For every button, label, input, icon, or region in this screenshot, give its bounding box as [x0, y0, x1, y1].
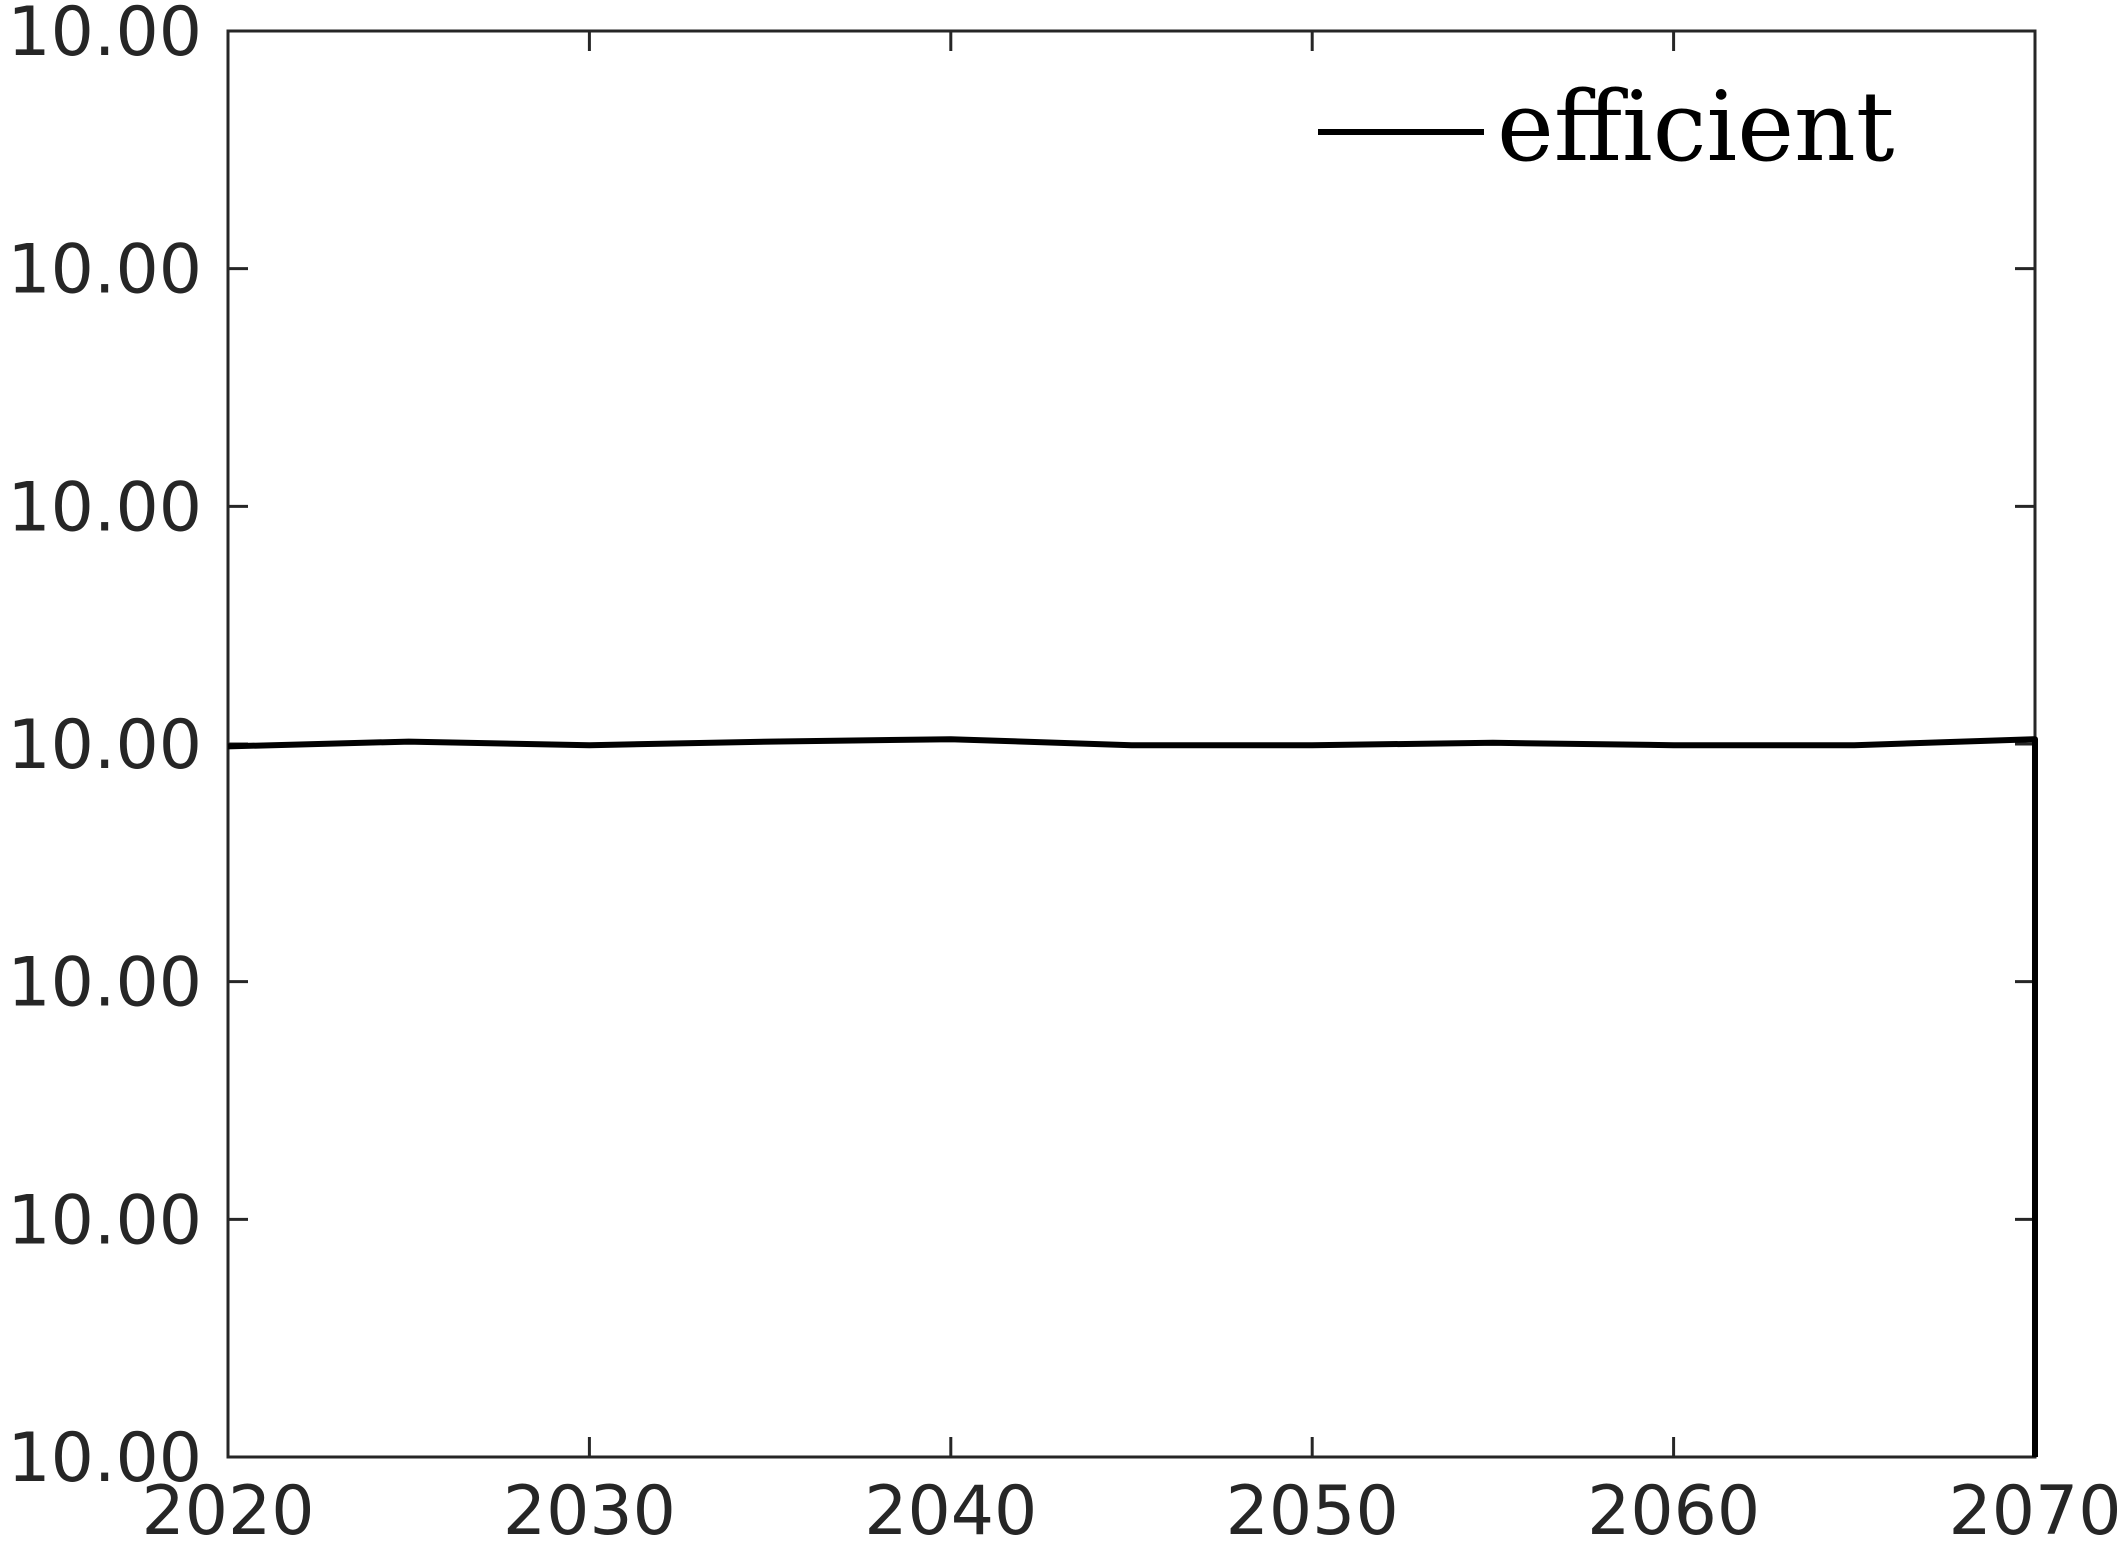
series-layer [227, 736, 2038, 1457]
legend-label-efficient: efficient [1497, 71, 1894, 183]
axes: 2020 2030 2040 2050 2060 2070 10.00 10.00 10.00 1… [7, 0, 2121, 1551]
y-tick-label: 10.00 [7, 944, 202, 1023]
series-line-efficient [227, 736, 2038, 1457]
y-tick-label: 10.00 [7, 706, 202, 785]
x-tick-label: 2040 [864, 1472, 1037, 1551]
legend: efficient [1318, 71, 1894, 183]
x-tick-label: 2060 [1587, 1472, 1760, 1551]
y-tick-label: 10.00 [7, 0, 202, 72]
y-tick-label: 10.00 [7, 1181, 202, 1260]
y-tick-label: 10.00 [7, 1419, 202, 1498]
x-tick-label: 2030 [503, 1472, 676, 1551]
x-tick-label: 2050 [1226, 1472, 1399, 1551]
y-tick-label: 10.00 [7, 231, 202, 310]
y-tick-label: 10.00 [7, 468, 202, 547]
x-tick-label: 2070 [1948, 1472, 2121, 1551]
x-tick-label: 2020 [141, 1472, 314, 1551]
